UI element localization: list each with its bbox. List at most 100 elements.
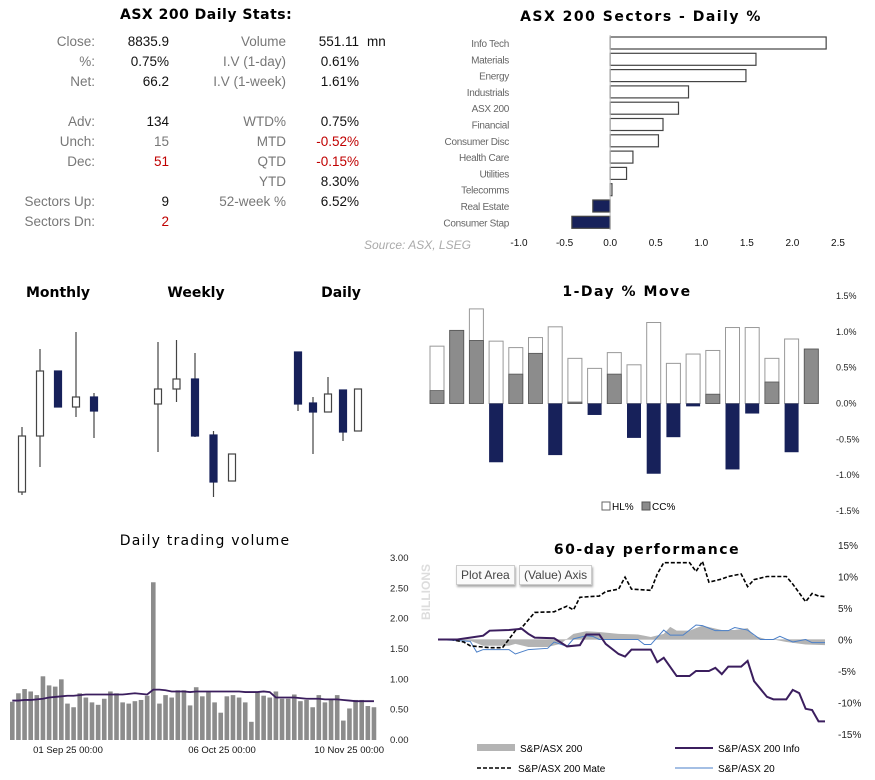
volume-bar — [114, 693, 119, 740]
y-tick-label: -1.5% — [836, 506, 860, 516]
performance-title: 60-day performance — [554, 542, 740, 558]
cc-bar — [606, 373, 622, 404]
volume-bar — [212, 702, 217, 740]
candle-panel-title: Daily — [321, 285, 361, 301]
sector-bar — [609, 166, 628, 180]
volume-bar — [132, 701, 138, 740]
volume-bar — [365, 706, 371, 740]
volume-bar — [328, 699, 334, 740]
volume-bar — [218, 712, 224, 740]
legend-asx200-label: S&P/ASX 200 — [520, 744, 583, 755]
candle-body — [293, 351, 303, 405]
stat-label: 52-week % — [219, 194, 286, 209]
stat-value: -0.52% — [316, 134, 359, 149]
sector-label: Consumer Disc — [445, 137, 510, 148]
volume-bar — [34, 695, 40, 740]
stat-value: 134 — [146, 114, 169, 129]
stat-label: MTD — [256, 134, 286, 149]
info-tech-line — [438, 627, 825, 723]
y-tick-label: 0.00 — [390, 735, 409, 746]
volume-bar — [95, 704, 101, 740]
candle-body — [190, 378, 200, 437]
volume-bar — [291, 694, 297, 740]
volume-bar — [157, 703, 162, 740]
y-tick-label: 1.5% — [836, 291, 857, 301]
stat-value: 9 — [161, 194, 169, 209]
cc-bar — [803, 348, 819, 404]
candle-body — [323, 393, 333, 413]
volume-bar — [206, 691, 211, 740]
volume-average-line — [12, 688, 374, 703]
hl-bar — [725, 327, 740, 404]
sector-label: Telecomms — [461, 186, 509, 197]
volume-bar — [40, 676, 46, 740]
stat-label: I.V (1-day) — [222, 54, 286, 69]
sector-bar — [571, 215, 611, 229]
candle-body — [227, 453, 237, 482]
stat-value: 8.30% — [320, 174, 359, 189]
tooltip-value-axis: (Value) Axis — [519, 565, 593, 585]
sectors-chart: Info Tech Materials Energy Industrials ASX 2… — [443, 35, 845, 249]
cc-bar — [489, 403, 504, 463]
volume-bar — [59, 679, 64, 740]
y-tick-label: -1.0% — [836, 470, 860, 480]
volume-bar — [249, 721, 254, 740]
sector-bar — [592, 199, 611, 213]
y-tick-label: 0% — [838, 636, 853, 647]
sector-bar — [609, 36, 827, 50]
x-tick-label: 0.0 — [603, 238, 617, 249]
stat-value: 2 — [161, 214, 169, 229]
volume-bar — [120, 702, 125, 740]
stat-value: 66.2 — [142, 74, 169, 89]
stat-value: 15 — [153, 134, 169, 149]
volume-bar — [16, 693, 21, 740]
cc-bar — [745, 403, 760, 414]
volume-bar — [200, 696, 205, 740]
stat-label: Unch: — [59, 134, 95, 149]
sector-label: Financial — [472, 121, 509, 132]
cc-bar — [587, 403, 602, 415]
legend-hl-swatch — [601, 501, 611, 511]
candle-body — [153, 388, 163, 405]
hl-bar — [626, 364, 642, 404]
sector-label: Real Estate — [461, 202, 510, 213]
sector-label: Utilities — [479, 169, 509, 180]
sector-label: Materials — [471, 55, 509, 66]
x-tick-label: 10 Nov 25 00:00 — [314, 745, 384, 756]
stat-value: 8835.9 — [127, 34, 169, 49]
legend-cc-swatch — [641, 501, 651, 511]
stat-value: 0.61% — [320, 54, 359, 69]
volume-bar — [273, 691, 279, 740]
volume-bar — [236, 697, 242, 740]
y-tick-label: 0.0% — [836, 399, 857, 409]
legend-asx200-swatch — [477, 744, 515, 751]
stat-unit: mn — [367, 34, 386, 49]
volume-bar — [89, 702, 95, 740]
stat-label: I.V (1-week) — [213, 74, 286, 89]
cc-bar — [784, 403, 799, 453]
y-tick-label: 15% — [838, 541, 858, 552]
hl-bar — [665, 362, 681, 405]
x-tick-label: 0.5 — [649, 238, 663, 249]
y-tick-label: 10% — [838, 573, 858, 584]
asx20-line — [437, 624, 825, 655]
y-tick-label: 0.50 — [390, 705, 409, 716]
volume-chart: 3.00 2.50 2.00 1.50 1.00 0.50 0.00 01 Sep 25 00… — [10, 553, 409, 756]
y-tick-label: 2.00 — [390, 614, 409, 625]
stat-label: YTD — [259, 174, 286, 189]
stat-value: 551.11 — [318, 34, 359, 49]
sector-label: ASX 200 — [472, 104, 510, 115]
sector-label: Consumer Stap — [443, 218, 509, 229]
legend-materials-label: S&P/ASX 200 Mate — [518, 764, 606, 775]
y-tick-label: -10% — [838, 699, 861, 710]
volume-bar — [316, 695, 322, 740]
y-tick-label: -0.5% — [836, 434, 860, 444]
sector-label: Health Care — [459, 153, 510, 164]
cc-bar — [764, 381, 780, 404]
volume-bar — [310, 707, 315, 740]
hl-bar — [488, 340, 504, 404]
volume-bar — [267, 697, 273, 740]
legend-hl-label: HL% — [612, 502, 634, 513]
candle-body — [353, 388, 363, 432]
